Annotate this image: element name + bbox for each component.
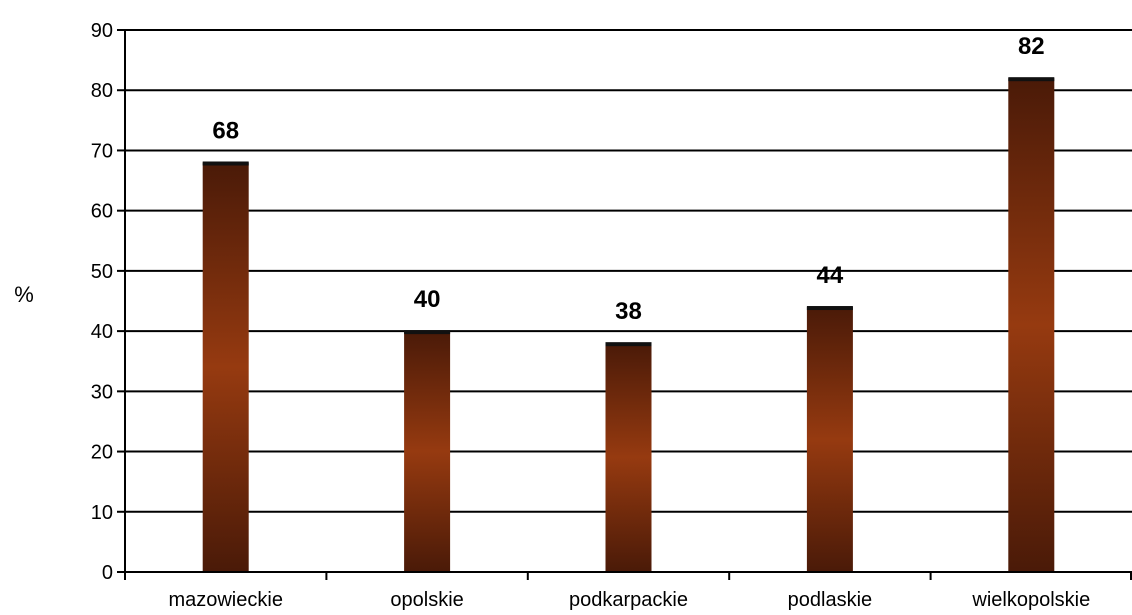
y-tick-label: 0: [102, 562, 113, 584]
bar: [202, 162, 249, 572]
y-tick-label: 30: [91, 381, 113, 403]
axes: [117, 29, 1132, 580]
y-tick-label: 80: [91, 80, 113, 102]
data-label: 38: [615, 298, 642, 325]
data-label: 44: [817, 262, 844, 289]
y-tick-label: 50: [91, 261, 113, 283]
category-labels: mazowieckie opolskie podkarpackie podlaskie…: [168, 589, 1090, 611]
y-tick-label: 40: [91, 321, 113, 343]
bar-top-edge: [404, 330, 451, 335]
data-label: 40: [414, 286, 441, 313]
category-label: wielkopolskie: [971, 589, 1090, 611]
gridlines: [125, 29, 1132, 513]
bar-top-edge: [605, 342, 652, 347]
y-axis-title: %: [14, 282, 34, 307]
bar: [806, 307, 853, 572]
bar: [404, 331, 451, 572]
bar: [605, 343, 652, 572]
data-labels: 68 40 38 44 82: [212, 33, 1044, 325]
bar-top-edge: [806, 306, 853, 311]
bar: [1008, 78, 1055, 572]
category-label: mazowieckie: [168, 589, 282, 611]
y-tick-label: 90: [91, 20, 113, 42]
category-label: podlaskie: [788, 589, 873, 611]
y-tick-labels: 0 10 20 30 40 50 60 70 80 90: [91, 20, 113, 584]
y-tick-label: 60: [91, 201, 113, 223]
y-tick-label: 20: [91, 442, 113, 464]
category-label: podkarpackie: [569, 589, 688, 611]
category-label: opolskie: [390, 589, 463, 611]
data-label: 68: [212, 117, 239, 144]
bars: [202, 77, 1055, 572]
data-label: 82: [1018, 33, 1045, 60]
bar-top-edge: [202, 161, 249, 166]
bar-top-edge: [1008, 77, 1055, 82]
y-tick-label: 10: [91, 502, 113, 524]
y-tick-label: 70: [91, 140, 113, 162]
